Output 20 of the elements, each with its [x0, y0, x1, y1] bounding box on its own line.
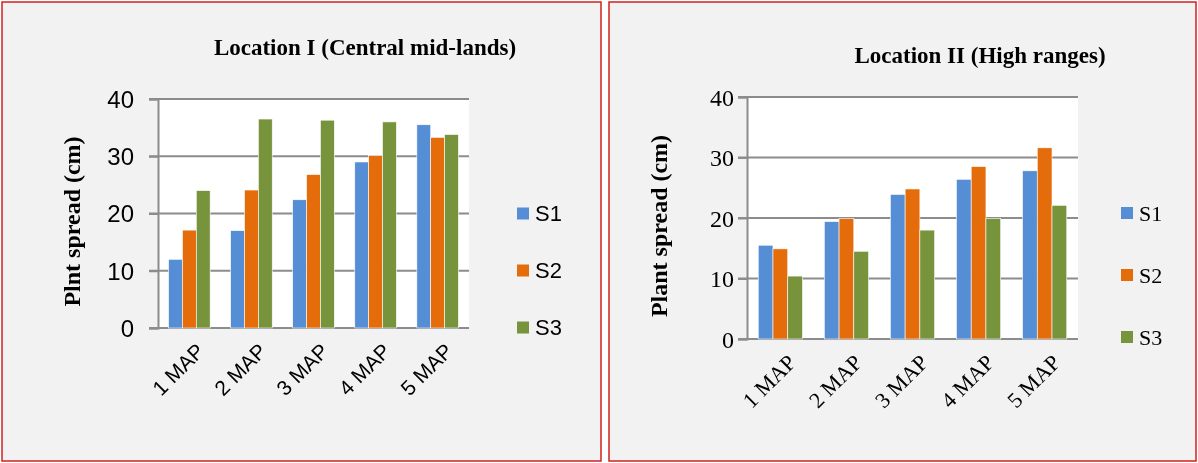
y-tick-label: 40 [107, 85, 134, 113]
y-tick-label: 10 [710, 266, 734, 293]
y-tick-label: 30 [107, 143, 134, 171]
y-tick-label: 10 [107, 257, 134, 285]
y-tick-label: 30 [710, 145, 734, 172]
chart-title: Location I (Central mid-lands) [213, 35, 517, 60]
y-axis-title: Plant spread (cm) [646, 134, 672, 318]
y-tick-label: 40 [710, 84, 734, 111]
y-axis-title: Plnt spread (cm) [59, 136, 85, 307]
legend-label: S1 [535, 201, 562, 227]
legend-label: S1 [1139, 200, 1163, 226]
y-tick-label: 0 [722, 326, 734, 353]
legend-label: S2 [1139, 262, 1163, 288]
legend-label: S3 [535, 315, 562, 341]
chart-title: Location II (High ranges) [854, 43, 1106, 68]
legend-label: S3 [1139, 324, 1163, 350]
y-tick-label: 20 [710, 205, 734, 232]
y-tick-label: 20 [107, 200, 134, 228]
legend-label: S2 [535, 258, 562, 284]
y-tick-label: 0 [120, 314, 134, 342]
